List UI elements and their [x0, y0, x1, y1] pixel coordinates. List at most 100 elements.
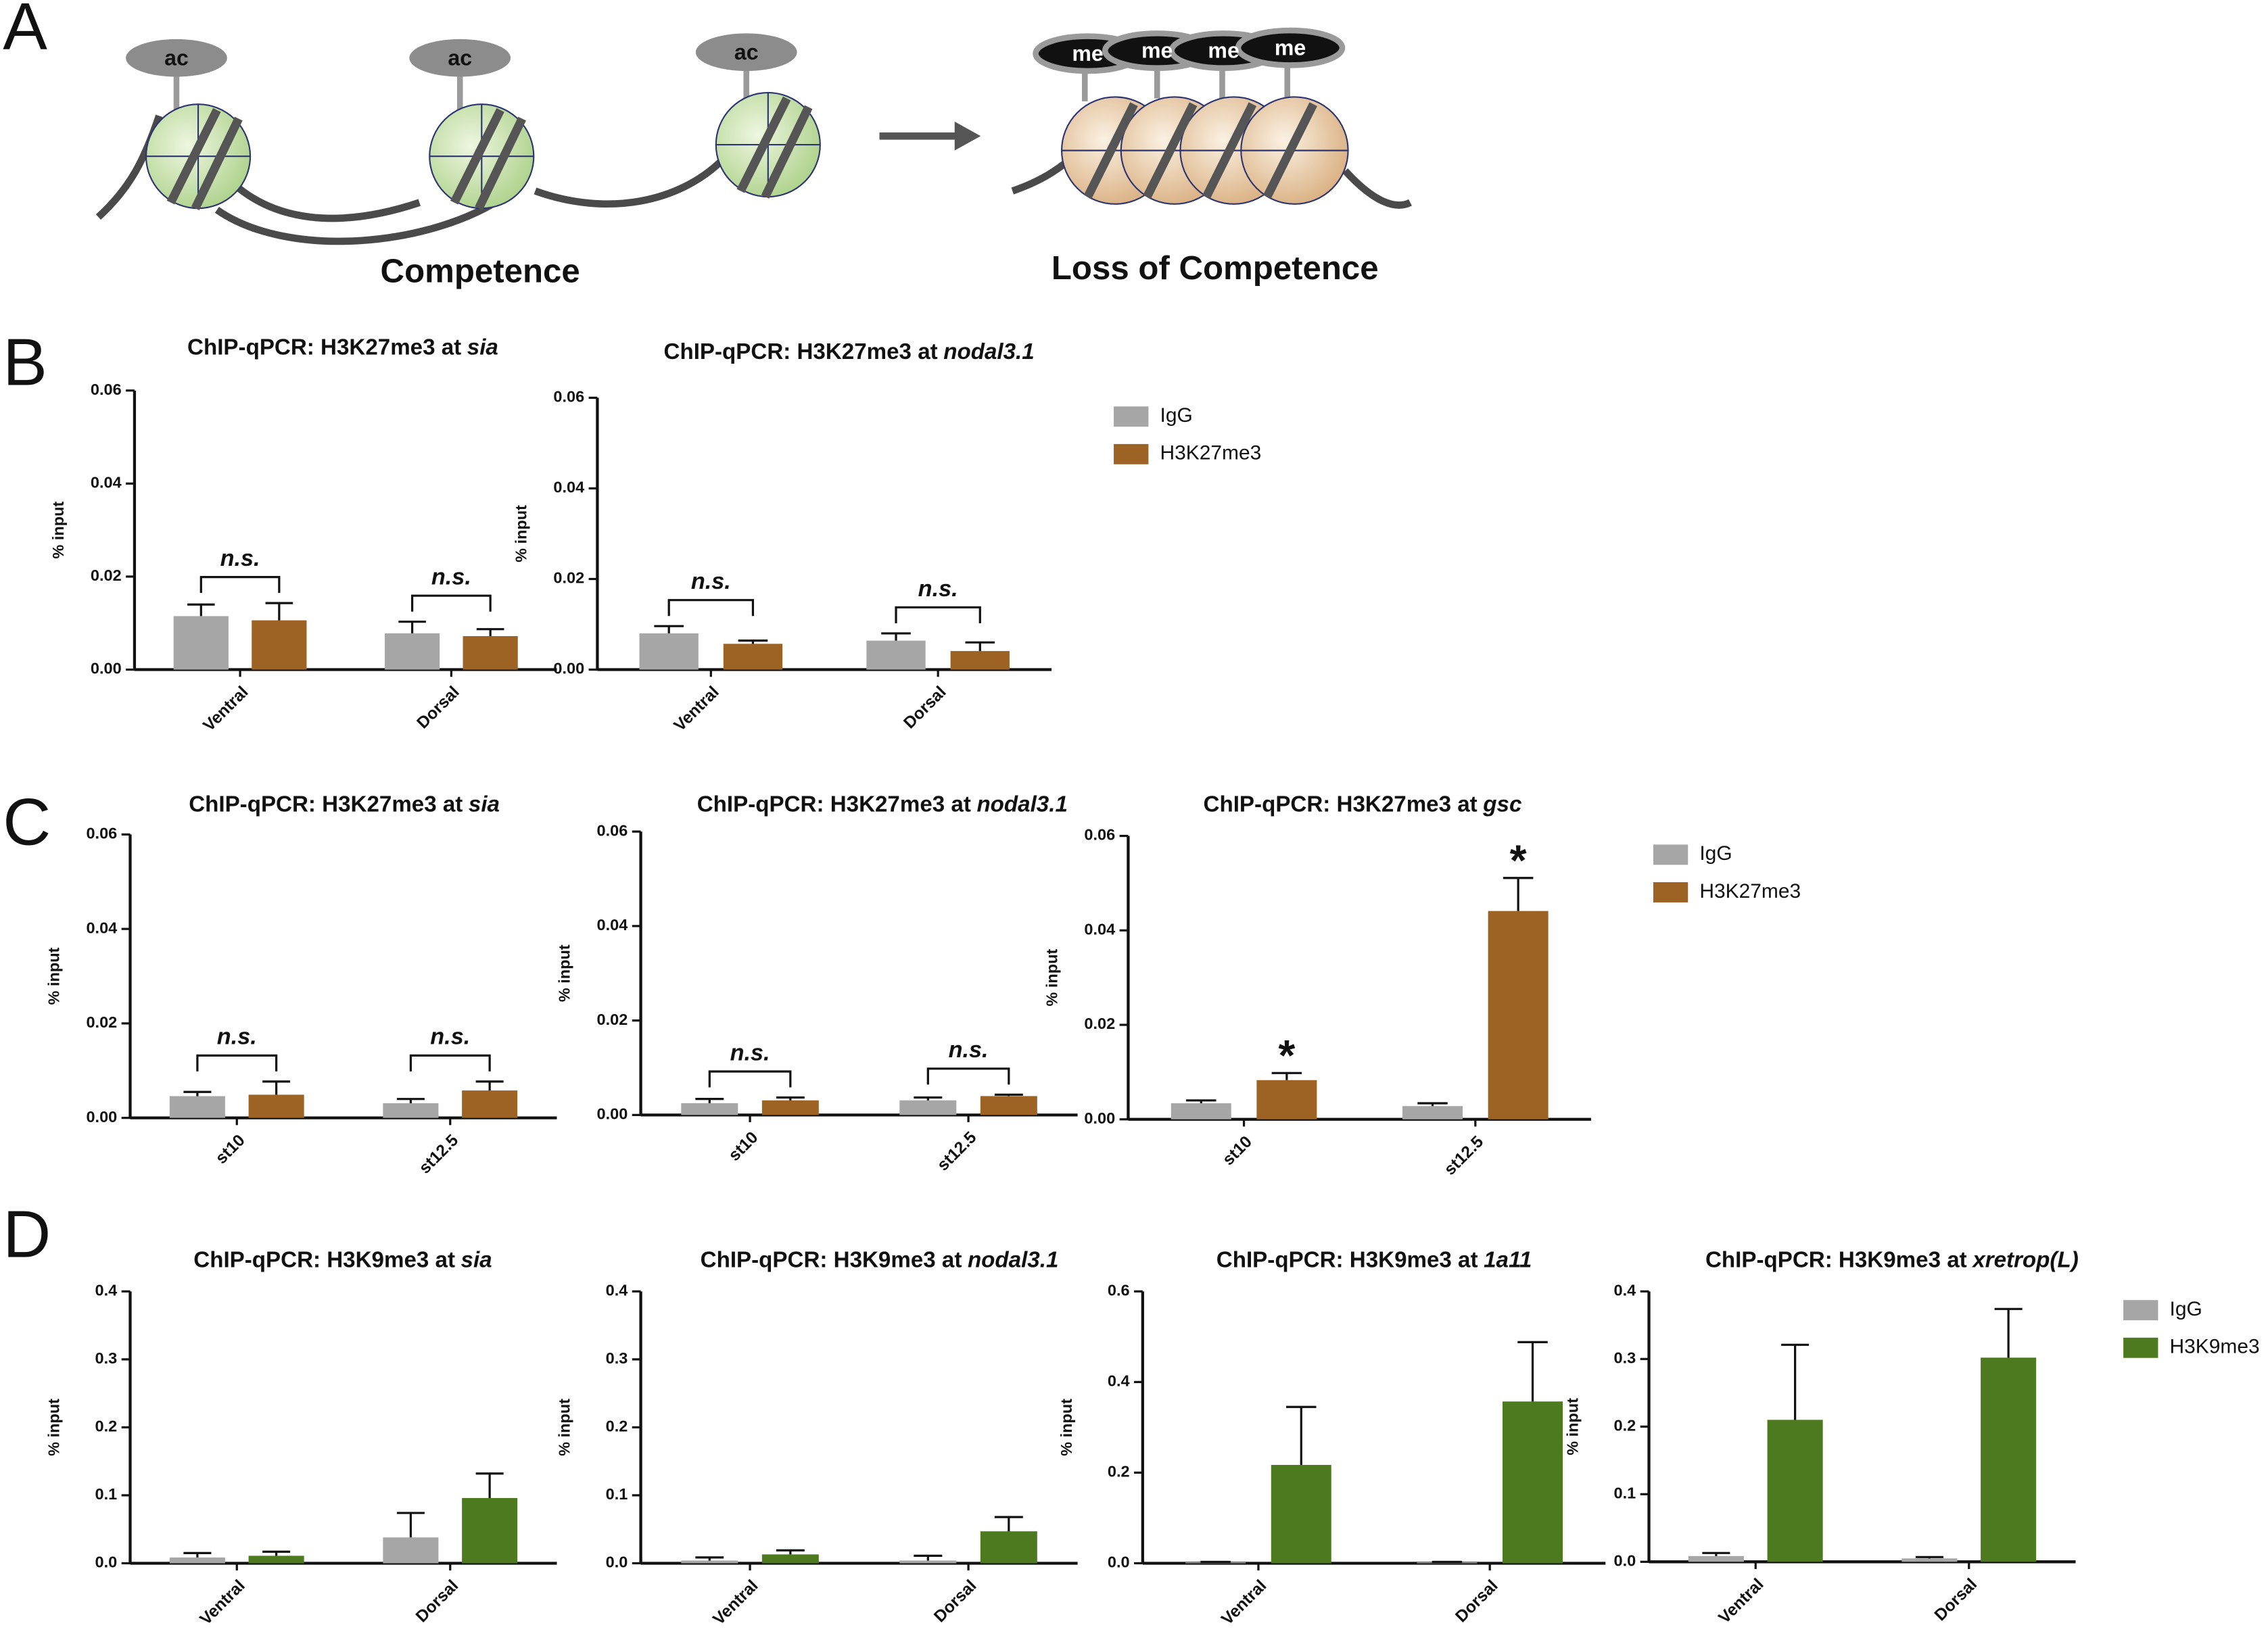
- bar: [866, 640, 926, 670]
- y-tick-label: 0.0: [1108, 1553, 1130, 1571]
- y-tick-label: 0.3: [1614, 1349, 1636, 1367]
- x-tick-label: st10: [726, 1128, 762, 1165]
- bar: [462, 1090, 518, 1118]
- y-tick-label: 0.1: [95, 1485, 118, 1503]
- bar: [248, 1555, 304, 1564]
- y-tick-label: 0.4: [606, 1282, 628, 1299]
- y-tick-label: 0.06: [86, 825, 117, 842]
- error-bar: [738, 640, 768, 644]
- chart: ChIP-qPCR: H3K27me3 at sia 0.00 0.02 0.04 0.0…: [49, 335, 557, 735]
- y-tick-label: 0.2: [95, 1418, 118, 1435]
- significance-bracket: [667, 599, 755, 617]
- bar: [1503, 1401, 1563, 1564]
- chart-title: ChIP-qPCR: H3K27me3 at nodal3.1: [664, 339, 1035, 364]
- bar: [681, 1103, 738, 1115]
- title-gene: nodal3.1: [968, 1247, 1058, 1272]
- title-gene: sia: [461, 1247, 492, 1272]
- error-bar: [475, 1472, 504, 1498]
- bar: [899, 1560, 957, 1564]
- error-bar: [881, 632, 911, 641]
- x-tick-label: st10: [1219, 1132, 1256, 1169]
- x-tick-label: Dorsal: [930, 1576, 980, 1626]
- mark-label: ac: [448, 45, 472, 70]
- y-tick-label: 0.6: [1108, 1282, 1130, 1299]
- bar: [169, 1096, 225, 1118]
- chart: ChIP-qPCR: H3K9me3 at xretrop(L) 0.0 0.1 0.2…: [1563, 1247, 2259, 1627]
- error-bar: [776, 1549, 805, 1555]
- x-tick-label: Ventral: [671, 683, 723, 735]
- x-tick-label: st12.5: [934, 1128, 980, 1174]
- y-tick-label: 0.2: [606, 1418, 628, 1435]
- legend-swatch: [1653, 844, 1688, 865]
- legend-swatch: [1114, 406, 1149, 427]
- bar: [950, 651, 1010, 670]
- chart: ChIP-qPCR: H3K9me3 at sia 0.0 0.1 0.2 0.3 0.4%…: [45, 1247, 557, 1629]
- y-axis-label: % input: [45, 947, 63, 1005]
- y-tick-label: 0.00: [1084, 1109, 1115, 1127]
- bar: [1767, 1420, 1823, 1562]
- error-bar: [994, 1516, 1023, 1532]
- bar: [248, 1094, 304, 1118]
- title-gene: sia: [469, 792, 500, 817]
- title-gene: nodal3.1: [943, 339, 1034, 364]
- y-tick-label: 0.06: [597, 821, 628, 839]
- significance-label: *: [1510, 836, 1527, 884]
- x-tick-label: st10: [212, 1131, 249, 1167]
- error-bar: [262, 1080, 291, 1095]
- mark-label: ac: [164, 45, 189, 70]
- error-bar: [396, 1098, 425, 1103]
- chart-title: ChIP-qPCR: H3K27me3 at nodal3.1: [697, 792, 1068, 817]
- y-tick-label: 0.06: [553, 388, 584, 406]
- x-tick-label: st12.5: [416, 1131, 462, 1177]
- bar: [383, 1103, 439, 1118]
- title-gene: nodal3.1: [976, 792, 1067, 817]
- chart: ChIP-qPCR: H3K27me3 at nodal3.1 0.00 0.02 0.…: [556, 792, 1078, 1174]
- significance-label: n.s.: [217, 1024, 257, 1050]
- y-tick-label: 0.2: [1614, 1417, 1636, 1434]
- chart: ChIP-qPCR: H3K9me3 at 1a11 0.0 0.2 0.4 0.6 % i…: [1058, 1247, 1606, 1629]
- bar: [252, 620, 307, 670]
- y-tick-label: 0.1: [606, 1485, 628, 1503]
- y-tick-label: 0.00: [91, 660, 122, 677]
- y-axis-label: % input: [1563, 1398, 1581, 1455]
- chart-title: ChIP-qPCR: H3K27me3 at sia: [189, 792, 500, 817]
- y-tick-label: 0.02: [553, 569, 584, 587]
- error-bar: [398, 621, 426, 633]
- x-tick-label: Dorsal: [412, 1576, 462, 1626]
- error-bar: [183, 1090, 212, 1096]
- significance-bracket: [926, 1067, 1010, 1085]
- x-tick-label: Dorsal: [900, 683, 949, 732]
- chart-title: ChIP-qPCR: H3K9me3 at xretrop(L): [1705, 1247, 2079, 1272]
- title-text: ChIP-qPCR: H3K27me3 at: [1204, 792, 1478, 817]
- acetyl-mark: [409, 39, 511, 77]
- bar: [1271, 1465, 1331, 1564]
- caption: Competence: [381, 252, 580, 289]
- panel-label: D: [3, 1197, 51, 1271]
- error-bar: [1994, 1307, 2023, 1358]
- chart-title: ChIP-qPCR: H3K9me3 at nodal3.1: [701, 1247, 1059, 1272]
- dna-wrap: [166, 96, 813, 210]
- y-axis-label: % input: [1058, 1399, 1075, 1456]
- chart-title: ChIP-qPCR: H3K27me3 at gsc: [1204, 792, 1522, 817]
- bar: [169, 1557, 225, 1564]
- x-tick-label: Dorsal: [1931, 1575, 1981, 1624]
- error-bar: [1271, 1071, 1302, 1080]
- error-bar: [994, 1093, 1023, 1096]
- bar: [980, 1096, 1037, 1115]
- error-bar: [183, 1551, 212, 1558]
- y-tick-label: 0.06: [1084, 826, 1115, 844]
- bar: [723, 644, 783, 670]
- title-text: ChIP-qPCR: H3K27me3 at: [664, 339, 938, 364]
- chart-title: ChIP-qPCR: H3K9me3 at 1a11: [1216, 1247, 1532, 1272]
- error-bar: [914, 1096, 943, 1101]
- error-bar: [187, 603, 215, 617]
- bar: [1171, 1103, 1231, 1119]
- legend-label: H3K9me3: [2170, 1336, 2260, 1358]
- y-tick-label: 0.4: [1108, 1372, 1130, 1390]
- legend-label: IgG: [2170, 1298, 2202, 1320]
- error-bar: [396, 1512, 425, 1538]
- bar: [761, 1100, 819, 1115]
- significance-bracket: [409, 1054, 491, 1071]
- title-text: ChIP-qPCR: H3K27me3 at: [187, 335, 461, 360]
- bar: [681, 1560, 738, 1564]
